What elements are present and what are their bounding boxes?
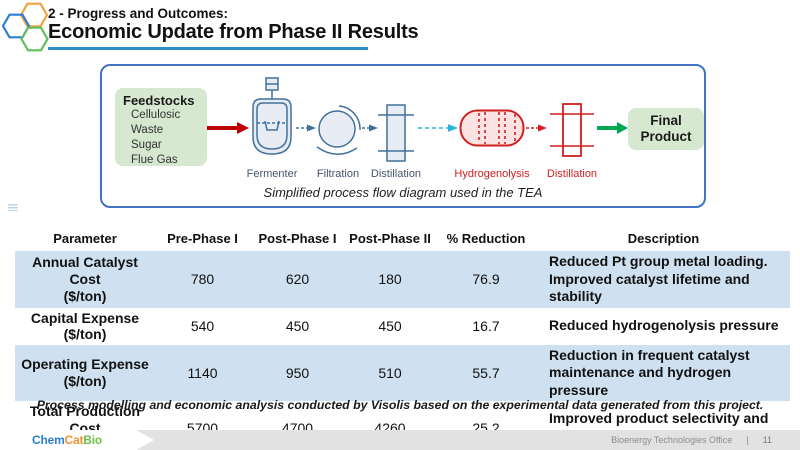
row-parameter: Capital Expense [30, 309, 140, 326]
table-row: Operating Expense ($/ton) 1140 950 510 55… [15, 344, 790, 402]
distillation-icon [378, 104, 414, 162]
cell-reduction: 76.9 [472, 271, 500, 288]
diagram-caption: Simplified process flow diagram used in … [263, 185, 543, 200]
flow-arrow-icon [418, 124, 458, 132]
col-header-reduction: % Reduction [446, 231, 526, 246]
product-arrow-icon [597, 122, 628, 134]
footer-chevron [0, 430, 154, 450]
slide-kicker: 2 - Progress and Outcomes: [48, 6, 229, 21]
hydrogenolysis-icon [459, 109, 525, 147]
page-number: 11 [762, 435, 772, 445]
cell-pre-phase-1: 780 [190, 271, 215, 288]
cell-post-phase-2: 180 [378, 271, 402, 288]
cell-pre-phase-1: 1140 [187, 364, 218, 381]
hexagon-logo-icon [2, 2, 49, 52]
col-header-post-phase-1: Post-Phase I [258, 231, 337, 246]
feedstock-item: Waste [131, 123, 164, 136]
row-unit: ($/ton) [63, 287, 107, 304]
footer-divider: | [746, 435, 749, 445]
logo-chem: Chem [32, 433, 65, 447]
cell-description: Reduced Pt group metal loading. Improved… [549, 253, 768, 304]
title-underline [48, 47, 368, 50]
fermenter-icon [252, 77, 292, 155]
col-header-parameter: Parameter [53, 231, 117, 246]
cell-post-phase-2: 450 [378, 318, 402, 335]
footer-org: Bioenergy Technologies Office [611, 435, 733, 445]
cell-post-phase-1: 620 [285, 271, 310, 288]
footnote: Process modelling and economic analysis … [36, 398, 764, 412]
cell-reduction: 55.7 [472, 364, 500, 381]
distillation-red-icon [550, 103, 594, 157]
col-header-post-phase-2: Post-Phase II [349, 231, 431, 246]
cell-post-phase-1: 950 [285, 364, 310, 381]
logo-cat: Cat [64, 433, 84, 447]
cell-pre-phase-1: 540 [190, 318, 215, 335]
cell-description: Reduction in frequent catalyst maintenan… [549, 346, 750, 398]
table-row: Annual Catalyst Cost ($/ton) 780 620 180 … [15, 251, 790, 308]
feedstocks-box: Feedstocks Cellulosic Waste Sugar Flue G… [115, 88, 207, 166]
feedstock-item: Sugar [131, 138, 162, 151]
filtration-icon [316, 105, 361, 155]
logo-bio: Bio [83, 433, 103, 447]
table-header-row: Parameter Pre-Phase I Post-Phase I Post-… [15, 226, 790, 251]
process-flow-panel: Feedstocks Cellulosic Waste Sugar Flue G… [100, 64, 706, 208]
feed-arrow-icon [207, 122, 249, 134]
cell-reduction: 16.7 [472, 318, 500, 335]
footer-bar: ChemCatBio Bioenergy Technologies Office… [0, 430, 800, 450]
cell-post-phase-1: 450 [285, 318, 310, 335]
table-row: Capital Expense ($/ton) 540 450 450 16.7 … [15, 308, 790, 345]
unit-label-fermenter: Fermenter [246, 168, 298, 180]
col-header-pre-phase-1: Pre-Phase I [167, 231, 238, 246]
flow-arrow-icon [362, 124, 378, 132]
feedstock-item: Cellulosic [131, 109, 181, 121]
cell-post-phase-2: 510 [378, 364, 402, 381]
unit-label-filtration: Filtration [316, 168, 360, 180]
feedstock-item: Flue Gas [131, 153, 178, 166]
col-header-description: Description [627, 231, 700, 246]
slide-title: Economic Update from Phase II Results [48, 21, 419, 43]
row-unit: ($/ton) [63, 326, 107, 343]
stray-mark [8, 204, 18, 211]
chemcatbio-logo: ChemCatBio [32, 430, 102, 450]
feedstocks-title: Feedstocks [123, 93, 195, 108]
row-unit: ($/ton) [63, 372, 107, 389]
cell-description: Reduced hydrogenolysis pressure [549, 317, 779, 334]
unit-label-distillation-red: Distillation [546, 168, 598, 180]
final-product-box: Final Product [628, 108, 704, 150]
flow-arrow-icon [296, 124, 316, 132]
unit-label-distillation: Distillation [370, 168, 422, 180]
flow-arrow-icon [526, 124, 547, 132]
row-parameter: Operating Expense [21, 356, 149, 373]
row-parameter: Annual Catalyst Cost [32, 254, 138, 287]
unit-label-hydrogenolysis: Hydrogenolysis [454, 168, 530, 180]
economics-table: Parameter Pre-Phase I Post-Phase I Post-… [15, 226, 790, 450]
footer-right: Bioenergy Technologies Office | 11 [611, 430, 772, 450]
